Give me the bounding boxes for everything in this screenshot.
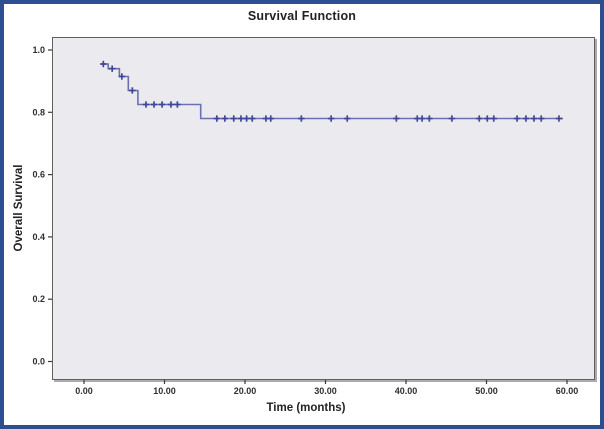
x-tick-label: 60.00 xyxy=(556,386,579,396)
survival-chart-svg: 0.00 10.00 20.00 30.00 40.00 50.00 60.00 0.0 0.2… xyxy=(32,45,579,396)
x-tick-label: 30.00 xyxy=(314,386,337,396)
x-tick-label: 40.00 xyxy=(395,386,418,396)
y-tick-label: 0.8 xyxy=(32,107,45,117)
y-tick-label: 0.2 xyxy=(32,294,45,304)
x-tick-label: 0.00 xyxy=(75,386,93,396)
x-tick-label: 20.00 xyxy=(234,386,257,396)
y-tick-label: 0.6 xyxy=(32,170,45,180)
y-tick-label: 1.0 xyxy=(32,45,45,55)
x-axis-label: Time (months) xyxy=(266,402,346,414)
x-tick-label: 10.00 xyxy=(153,386,176,396)
x-tick-label: 50.00 xyxy=(475,386,498,396)
y-tick-label: 0.0 xyxy=(32,357,45,367)
plot-area xyxy=(52,37,595,380)
chart-title: Survival Function xyxy=(247,9,357,23)
y-tick-label: 0.4 xyxy=(32,232,45,242)
survival-curve xyxy=(100,63,563,120)
